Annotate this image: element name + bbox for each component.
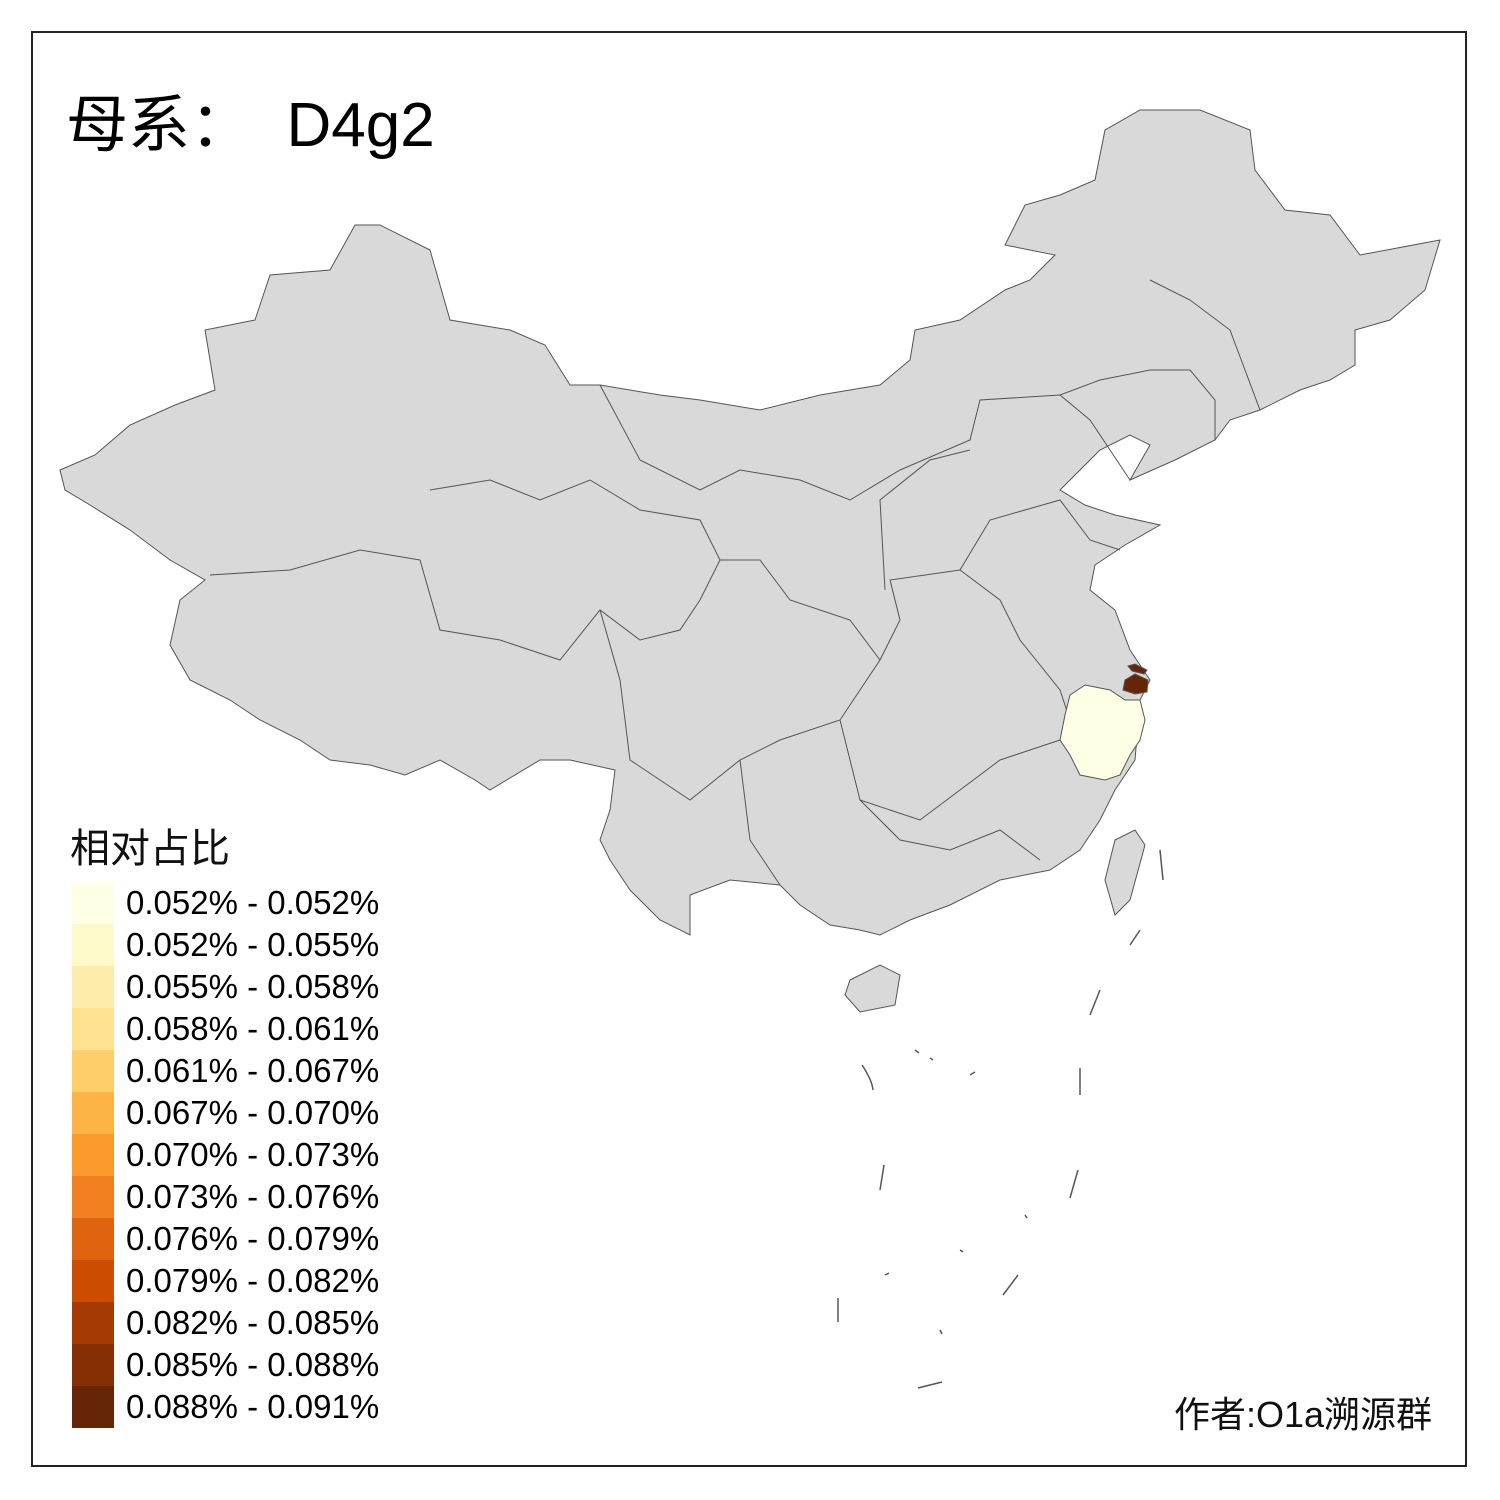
legend-label: 0.073% - 0.076% <box>126 1178 380 1215</box>
south-china-sea-islands <box>837 849 1164 1389</box>
legend-swatch <box>72 1386 114 1428</box>
legend-item: 0.061% - 0.067% <box>72 1050 379 1092</box>
legend-item: 0.070% - 0.073% <box>72 1134 379 1176</box>
legend-item: 0.058% - 0.061% <box>72 1008 379 1050</box>
map-title: 母系： D4g2 <box>66 91 435 160</box>
legend-swatch <box>72 1260 114 1302</box>
region-zhejiang <box>1059 684 1146 781</box>
legend-item: 0.067% - 0.070% <box>72 1092 379 1134</box>
legend-item: 0.052% - 0.055% <box>72 924 379 966</box>
legend-title: 相对占比 <box>70 826 230 872</box>
legend-swatch <box>72 966 114 1008</box>
legend-swatch <box>72 1050 114 1092</box>
legend-item: 0.082% - 0.085% <box>72 1302 379 1344</box>
legend-item: 0.076% - 0.079% <box>72 1218 379 1260</box>
legend-label: 0.055% - 0.058% <box>126 968 380 1005</box>
region-mainland <box>59 109 1441 936</box>
legend-item: 0.079% - 0.082% <box>72 1260 379 1302</box>
legend-label: 0.061% - 0.067% <box>126 1052 380 1089</box>
author-credit: 作者:O1a溯源群 <box>1173 1394 1432 1435</box>
legend-item: 0.088% - 0.091% <box>72 1386 379 1428</box>
plot-frame <box>31 31 1467 1467</box>
legend-swatch <box>72 1344 114 1386</box>
legend-swatch <box>72 1092 114 1134</box>
legend-label: 0.085% - 0.088% <box>126 1346 380 1383</box>
legend-label: 0.052% - 0.055% <box>126 926 380 963</box>
legend-item: 0.055% - 0.058% <box>72 966 379 1008</box>
legend-item: 0.052% - 0.052% <box>72 882 379 924</box>
legend-swatch <box>72 882 114 924</box>
region-hainan <box>844 964 901 1013</box>
legend-item: 0.085% - 0.088% <box>72 1344 379 1386</box>
region-shanghai <box>1122 673 1149 695</box>
legend: 0.052% - 0.052% 0.052% - 0.055% 0.055% - 0… <box>72 882 379 1428</box>
region-shanghai-chongming <box>1127 663 1148 675</box>
legend-label: 0.058% - 0.061% <box>126 1010 380 1047</box>
legend-label: 0.052% - 0.052% <box>126 884 380 921</box>
legend-swatch <box>72 1176 114 1218</box>
legend-label: 0.079% - 0.082% <box>126 1262 380 1299</box>
region-taiwan <box>1104 829 1146 916</box>
province-borders <box>209 279 1261 886</box>
legend-swatch <box>72 1134 114 1176</box>
legend-label: 0.067% - 0.070% <box>126 1094 380 1131</box>
legend-label: 0.082% - 0.085% <box>126 1304 380 1341</box>
legend-label: 0.070% - 0.073% <box>126 1136 380 1173</box>
legend-swatch <box>72 924 114 966</box>
legend-label: 0.076% - 0.079% <box>126 1220 380 1257</box>
legend-swatch <box>72 1218 114 1260</box>
legend-swatch <box>72 1302 114 1344</box>
legend-label: 0.088% - 0.091% <box>126 1388 380 1425</box>
legend-item: 0.073% - 0.076% <box>72 1176 379 1218</box>
legend-swatch <box>72 1008 114 1050</box>
